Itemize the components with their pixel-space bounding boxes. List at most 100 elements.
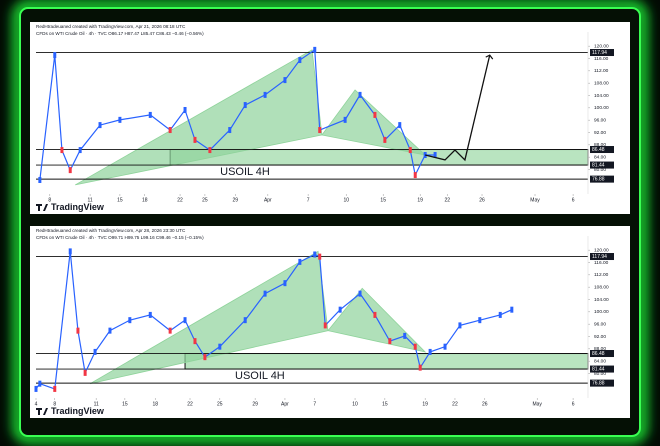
candle bbox=[263, 91, 267, 98]
y-tick-label: 120.00 bbox=[594, 43, 609, 49]
y-tick-label: 104.00 bbox=[594, 297, 609, 303]
candle bbox=[413, 172, 417, 179]
y-tick-label: 88.00 bbox=[594, 142, 606, 148]
candle bbox=[228, 127, 232, 134]
candle bbox=[338, 306, 342, 313]
candle bbox=[118, 116, 122, 123]
candle bbox=[318, 253, 322, 260]
chart-author: RedHtradeuaned created with TradingView.… bbox=[36, 24, 186, 29]
x-tick-label: 7 bbox=[313, 401, 316, 407]
candle bbox=[243, 102, 247, 109]
demand-zone bbox=[184, 353, 589, 370]
candle bbox=[313, 251, 317, 258]
candle bbox=[358, 290, 362, 297]
x-tick-label: Apr bbox=[264, 197, 272, 203]
x-tick-label: Apr bbox=[281, 401, 289, 407]
level-tag bbox=[590, 379, 614, 387]
y-tick-label: 108.00 bbox=[594, 284, 609, 290]
x-tick-label: 4 bbox=[35, 401, 38, 407]
candle bbox=[128, 317, 132, 324]
candle bbox=[168, 127, 172, 134]
y-tick-label: 88.00 bbox=[594, 346, 606, 352]
candle bbox=[148, 111, 152, 118]
level-label: 81.44 bbox=[592, 162, 605, 168]
candle bbox=[193, 338, 197, 345]
candle bbox=[403, 332, 407, 339]
candle bbox=[68, 167, 72, 174]
y-tick-label: 80.00 bbox=[594, 371, 606, 377]
level-label: 76.88 bbox=[592, 380, 605, 386]
candle bbox=[93, 348, 97, 355]
x-tick-label: 25 bbox=[202, 197, 208, 203]
candle bbox=[183, 106, 187, 113]
level-label: 81.44 bbox=[592, 366, 605, 372]
y-tick-label: 80.00 bbox=[594, 167, 606, 173]
y-tick-label: 120.00 bbox=[594, 247, 609, 253]
x-tick-label: 18 bbox=[142, 197, 148, 203]
level-tag bbox=[590, 175, 614, 183]
zone-label: USOIL 4H bbox=[235, 370, 285, 382]
candle bbox=[168, 327, 172, 334]
x-tick-label: 22 bbox=[187, 401, 193, 407]
y-tick-label: 116.00 bbox=[594, 260, 609, 266]
x-tick-label: May bbox=[532, 401, 542, 407]
x-tick-label: 11 bbox=[87, 197, 92, 203]
level-label: 76.88 bbox=[592, 176, 605, 182]
candle bbox=[193, 136, 197, 143]
candle bbox=[283, 280, 287, 287]
y-tick-label: 84.00 bbox=[594, 154, 606, 160]
level-tag bbox=[590, 49, 614, 57]
candle bbox=[383, 136, 387, 143]
candle bbox=[298, 258, 302, 265]
y-tick-label: 104.00 bbox=[594, 93, 609, 99]
candle bbox=[428, 348, 432, 355]
candle bbox=[283, 77, 287, 84]
harmonic-pattern bbox=[321, 89, 427, 156]
candle bbox=[373, 311, 377, 318]
x-tick-label: 19 bbox=[417, 197, 423, 203]
y-tick-label: 96.00 bbox=[594, 321, 606, 327]
candle bbox=[68, 248, 72, 255]
candle bbox=[203, 354, 207, 361]
level-tag bbox=[590, 350, 614, 358]
glow-frame bbox=[13, 1, 647, 443]
candle bbox=[108, 327, 112, 334]
y-tick-label: 112.00 bbox=[594, 68, 609, 74]
x-tick-label: 8 bbox=[48, 197, 51, 203]
logo-icon bbox=[36, 204, 48, 211]
candle bbox=[243, 317, 247, 324]
y-tick-label: 100.00 bbox=[594, 309, 609, 315]
level-label: 86.48 bbox=[592, 351, 605, 357]
candle bbox=[443, 343, 447, 350]
chart-symbol: CFDs on WTI Crude Oil · 4h · TVC O99.71 … bbox=[36, 235, 204, 240]
candle bbox=[510, 306, 514, 313]
level-tag bbox=[590, 161, 614, 169]
candle bbox=[98, 122, 102, 129]
y-tick-label: 92.00 bbox=[594, 130, 606, 136]
projection-path bbox=[425, 54, 491, 162]
logo-text: TradingView bbox=[51, 202, 105, 212]
x-tick-label: 22 bbox=[452, 401, 458, 407]
x-tick-label: 15 bbox=[382, 401, 388, 407]
candle bbox=[78, 147, 82, 154]
candle bbox=[398, 122, 402, 129]
x-tick-label: 6 bbox=[572, 401, 575, 407]
candle bbox=[498, 311, 502, 318]
candle bbox=[343, 116, 347, 123]
x-tick-label: 18 bbox=[152, 401, 158, 407]
candle bbox=[34, 385, 38, 392]
y-tick-label: 108.00 bbox=[594, 80, 609, 86]
candle bbox=[318, 127, 322, 134]
x-tick-label: 15 bbox=[380, 197, 386, 203]
chart-symbol: CFDs on WTI Crude Oil · 4h · TVC O86.17 … bbox=[36, 31, 204, 36]
chart-panel bbox=[30, 226, 630, 418]
x-tick-label: 10 bbox=[343, 197, 349, 203]
candle bbox=[38, 380, 42, 387]
projection-arrowhead bbox=[485, 54, 494, 60]
candle bbox=[433, 152, 437, 159]
x-tick-label: 26 bbox=[482, 401, 488, 407]
candle bbox=[263, 290, 267, 297]
x-tick-label: 25 bbox=[217, 401, 223, 407]
x-tick-label: 19 bbox=[422, 401, 428, 407]
